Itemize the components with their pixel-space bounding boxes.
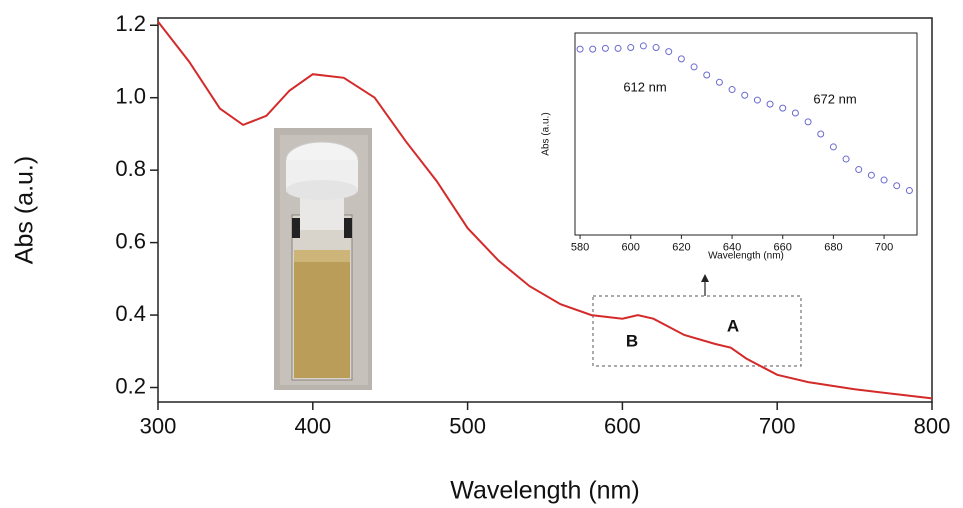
data-point — [804, 118, 812, 126]
x-tick-label: 680 — [824, 242, 842, 254]
y-tick-label: 1.2 — [115, 11, 146, 36]
plot-frame — [157, 17, 933, 403]
data-point — [893, 182, 901, 190]
data-point — [665, 48, 673, 56]
x-tick-label: 640 — [723, 242, 741, 254]
data-point — [817, 130, 825, 138]
data-point — [614, 44, 622, 52]
x-tick-label: 620 — [672, 242, 690, 254]
y-tick-label: 0.8 — [115, 156, 146, 181]
data-point — [753, 96, 761, 104]
x-tick-label: 500 — [449, 413, 486, 438]
annotation: 672 nm — [813, 91, 856, 106]
annotation: B — [626, 331, 638, 350]
zoom-arrowhead — [701, 274, 709, 282]
data-point — [715, 78, 723, 86]
data-point — [867, 171, 875, 179]
data-point — [880, 176, 888, 184]
y-axis-label: Abs (a.u.) — [11, 156, 39, 264]
x-axis-label: Wavelength (nm) — [708, 251, 784, 262]
y-axis-label: Abs (a.u.) — [541, 112, 552, 155]
x-tick-label: 800 — [914, 413, 951, 438]
x-tick-label: 300 — [140, 413, 177, 438]
data-point — [829, 143, 837, 151]
annotation: A — [727, 316, 739, 335]
data-point — [791, 109, 799, 117]
inset-background — [575, 33, 917, 235]
cuvette-photo — [274, 128, 372, 390]
y-tick-label: 1.0 — [115, 84, 146, 109]
x-tick-label: 660 — [774, 242, 792, 254]
data-point — [589, 45, 597, 53]
data-point — [690, 63, 698, 71]
data-point — [601, 44, 609, 52]
y-tick-label: 0.6 — [115, 228, 146, 253]
data-point — [627, 44, 635, 52]
x-tick-label: 400 — [294, 413, 331, 438]
data-point — [677, 55, 685, 63]
x-tick-label: 700 — [759, 413, 796, 438]
data-point — [779, 104, 787, 112]
x-tick-label: 600 — [604, 413, 641, 438]
data-point — [842, 155, 850, 163]
annotation: 612 nm — [623, 79, 666, 94]
x-tick-label: 600 — [622, 242, 640, 254]
data-point — [766, 100, 774, 108]
data-point — [728, 86, 736, 94]
data-point — [905, 187, 913, 195]
data-line — [157, 20, 933, 400]
y-tick-label: 0.4 — [115, 301, 146, 326]
data-point — [855, 166, 863, 174]
x-axis-label: Wavelength (nm) — [450, 477, 639, 505]
data-point — [741, 91, 749, 99]
x-tick-label: 700 — [875, 242, 893, 254]
data-point — [703, 71, 711, 79]
data-point — [576, 45, 584, 53]
data-point — [652, 44, 660, 52]
data-point — [639, 42, 647, 50]
plot-frame — [574, 32, 918, 236]
zoom-box — [592, 295, 802, 367]
y-tick-label: 0.2 — [115, 373, 146, 398]
x-tick-label: 580 — [571, 242, 589, 254]
